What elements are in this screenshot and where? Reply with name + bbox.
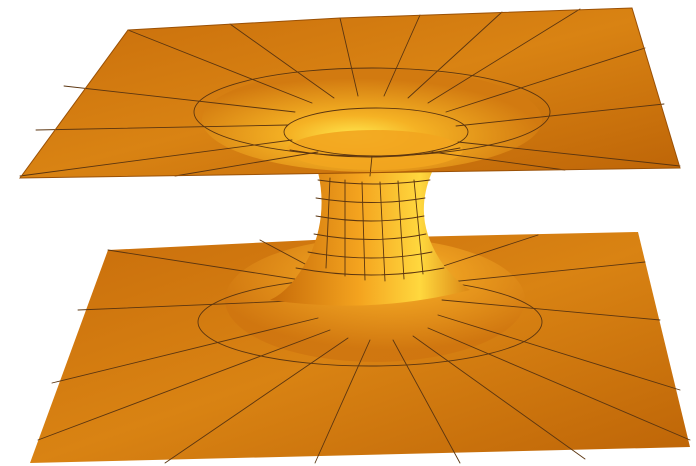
throat-opening xyxy=(287,130,463,170)
upper-sheet xyxy=(19,7,681,179)
wormhole-throat xyxy=(270,172,470,306)
upper-sheet-edge xyxy=(19,7,681,179)
throat-mesh xyxy=(295,177,445,282)
upper-sheet-mesh xyxy=(19,8,681,177)
